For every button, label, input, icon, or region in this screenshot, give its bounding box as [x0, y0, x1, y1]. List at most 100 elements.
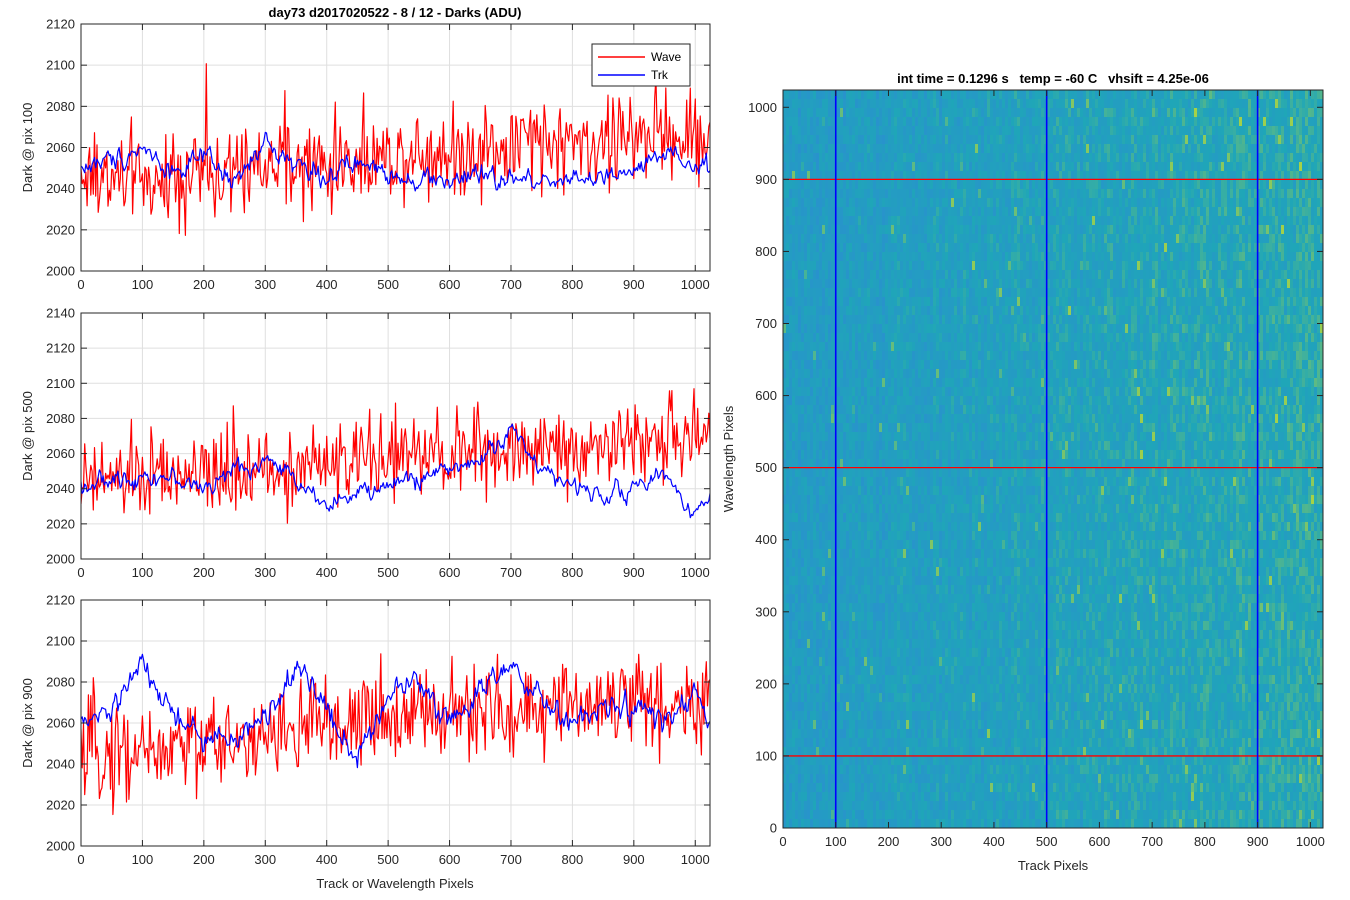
- heatmap-cell: [882, 504, 886, 514]
- heatmap-cell: [930, 522, 934, 532]
- heatmap-cell: [951, 243, 955, 253]
- heatmap-cell: [783, 486, 787, 496]
- heatmap-cell: [861, 612, 865, 622]
- heatmap-cell: [921, 549, 925, 559]
- heatmap-cell: [861, 144, 865, 154]
- heatmap-cell: [804, 189, 808, 199]
- heatmap-cell: [915, 216, 919, 226]
- heatmap-cell: [939, 666, 943, 676]
- heatmap-cell: [927, 432, 931, 442]
- heatmap-cell: [789, 333, 793, 343]
- heatmap-cell: [828, 279, 832, 289]
- heatmap-cell: [822, 522, 826, 532]
- heatmap-cell: [864, 324, 868, 334]
- heatmap-cell: [795, 774, 799, 784]
- heatmap-cell: [795, 477, 799, 487]
- heatmap-cell: [840, 297, 844, 307]
- heatmap-cell: [843, 549, 847, 559]
- heatmap-cell: [792, 648, 796, 658]
- heatmap-cell: [864, 603, 868, 613]
- heatmap-cell: [915, 459, 919, 469]
- heatmap-cell: [864, 468, 868, 478]
- heatmap-cell: [930, 594, 934, 604]
- heatmap-cell: [897, 387, 901, 397]
- heatmap-cell: [894, 585, 898, 595]
- heatmap-cell: [789, 531, 793, 541]
- heatmap-cell: [927, 531, 931, 541]
- heatmap-cell: [945, 522, 949, 532]
- heatmap-cell: [795, 243, 799, 253]
- heatmap-cell: [825, 468, 829, 478]
- heatmap-cell: [864, 531, 868, 541]
- heatmap-cell: [855, 396, 859, 406]
- heatmap-cell: [939, 126, 943, 136]
- heatmap-cell: [852, 486, 856, 496]
- heatmap-cell: [924, 216, 928, 226]
- heatmap-cell: [915, 441, 919, 451]
- heatmap-cell: [948, 720, 952, 730]
- heatmap-cell: [921, 135, 925, 145]
- heatmap-cell: [945, 792, 949, 802]
- heatmap-cell: [789, 126, 793, 136]
- heatmap-cell: [873, 576, 877, 586]
- heatmap-cell: [864, 144, 868, 154]
- heatmap-cell: [945, 324, 949, 334]
- heatmap-cell: [840, 477, 844, 487]
- heatmap-cell: [912, 594, 916, 604]
- heatmap-cell: [882, 288, 886, 298]
- heatmap-cell: [951, 558, 955, 568]
- heatmap-cell: [900, 486, 904, 496]
- heatmap-cell: [936, 774, 940, 784]
- heatmap-cell: [843, 666, 847, 676]
- heatmap-cell: [867, 207, 871, 217]
- heatmap-cell: [819, 765, 823, 775]
- heatmap-cell: [948, 441, 952, 451]
- heatmap-cell: [915, 108, 919, 118]
- heatmap-cell: [816, 783, 820, 793]
- heatmap-cell: [864, 612, 868, 622]
- heatmap-cell: [828, 468, 832, 478]
- heatmap-cell: [816, 486, 820, 496]
- heatmap-cell: [888, 126, 892, 136]
- heatmap-cell: [867, 441, 871, 451]
- heatmap-cell: [900, 117, 904, 127]
- heatmap-cell: [801, 414, 805, 424]
- heatmap-cell: [849, 594, 853, 604]
- heatmap-cell: [852, 234, 856, 244]
- heatmap-cell: [918, 549, 922, 559]
- heatmap-cell: [876, 756, 880, 766]
- heatmap-cell: [831, 387, 835, 397]
- heatmap-cell: [885, 549, 889, 559]
- heatmap-cell: [783, 594, 787, 604]
- heatmap-cell: [918, 450, 922, 460]
- heatmap-cell: [849, 819, 853, 828]
- heatmap-cell: [786, 297, 790, 307]
- heatmap-cell: [843, 90, 847, 100]
- heatmap-cell: [873, 207, 877, 217]
- heatmap-cell: [804, 216, 808, 226]
- heatmap-cell: [801, 657, 805, 667]
- heatmap-cell: [792, 468, 796, 478]
- heatmap-cell: [891, 252, 895, 262]
- heatmap-cell: [807, 396, 811, 406]
- heatmap-cell: [843, 792, 847, 802]
- heatmap-cell: [795, 108, 799, 118]
- heatmap-cell: [858, 495, 862, 505]
- heatmap-cell: [921, 342, 925, 352]
- heatmap-cell: [867, 549, 871, 559]
- heatmap-cell: [876, 441, 880, 451]
- heatmap-cell: [846, 477, 850, 487]
- heatmap-cell: [894, 504, 898, 514]
- heatmap-cell: [837, 594, 841, 604]
- heatmap-cell: [825, 774, 829, 784]
- heatmap-cell: [924, 477, 928, 487]
- heatmap-cell: [852, 297, 856, 307]
- heatmap-cell: [921, 612, 925, 622]
- heatmap-cell: [927, 675, 931, 685]
- heatmap-cell: [939, 819, 943, 828]
- heatmap-cell: [843, 621, 847, 631]
- heatmap-cell: [885, 648, 889, 658]
- heatmap-cell: [879, 648, 883, 658]
- heatmap-cell: [801, 567, 805, 577]
